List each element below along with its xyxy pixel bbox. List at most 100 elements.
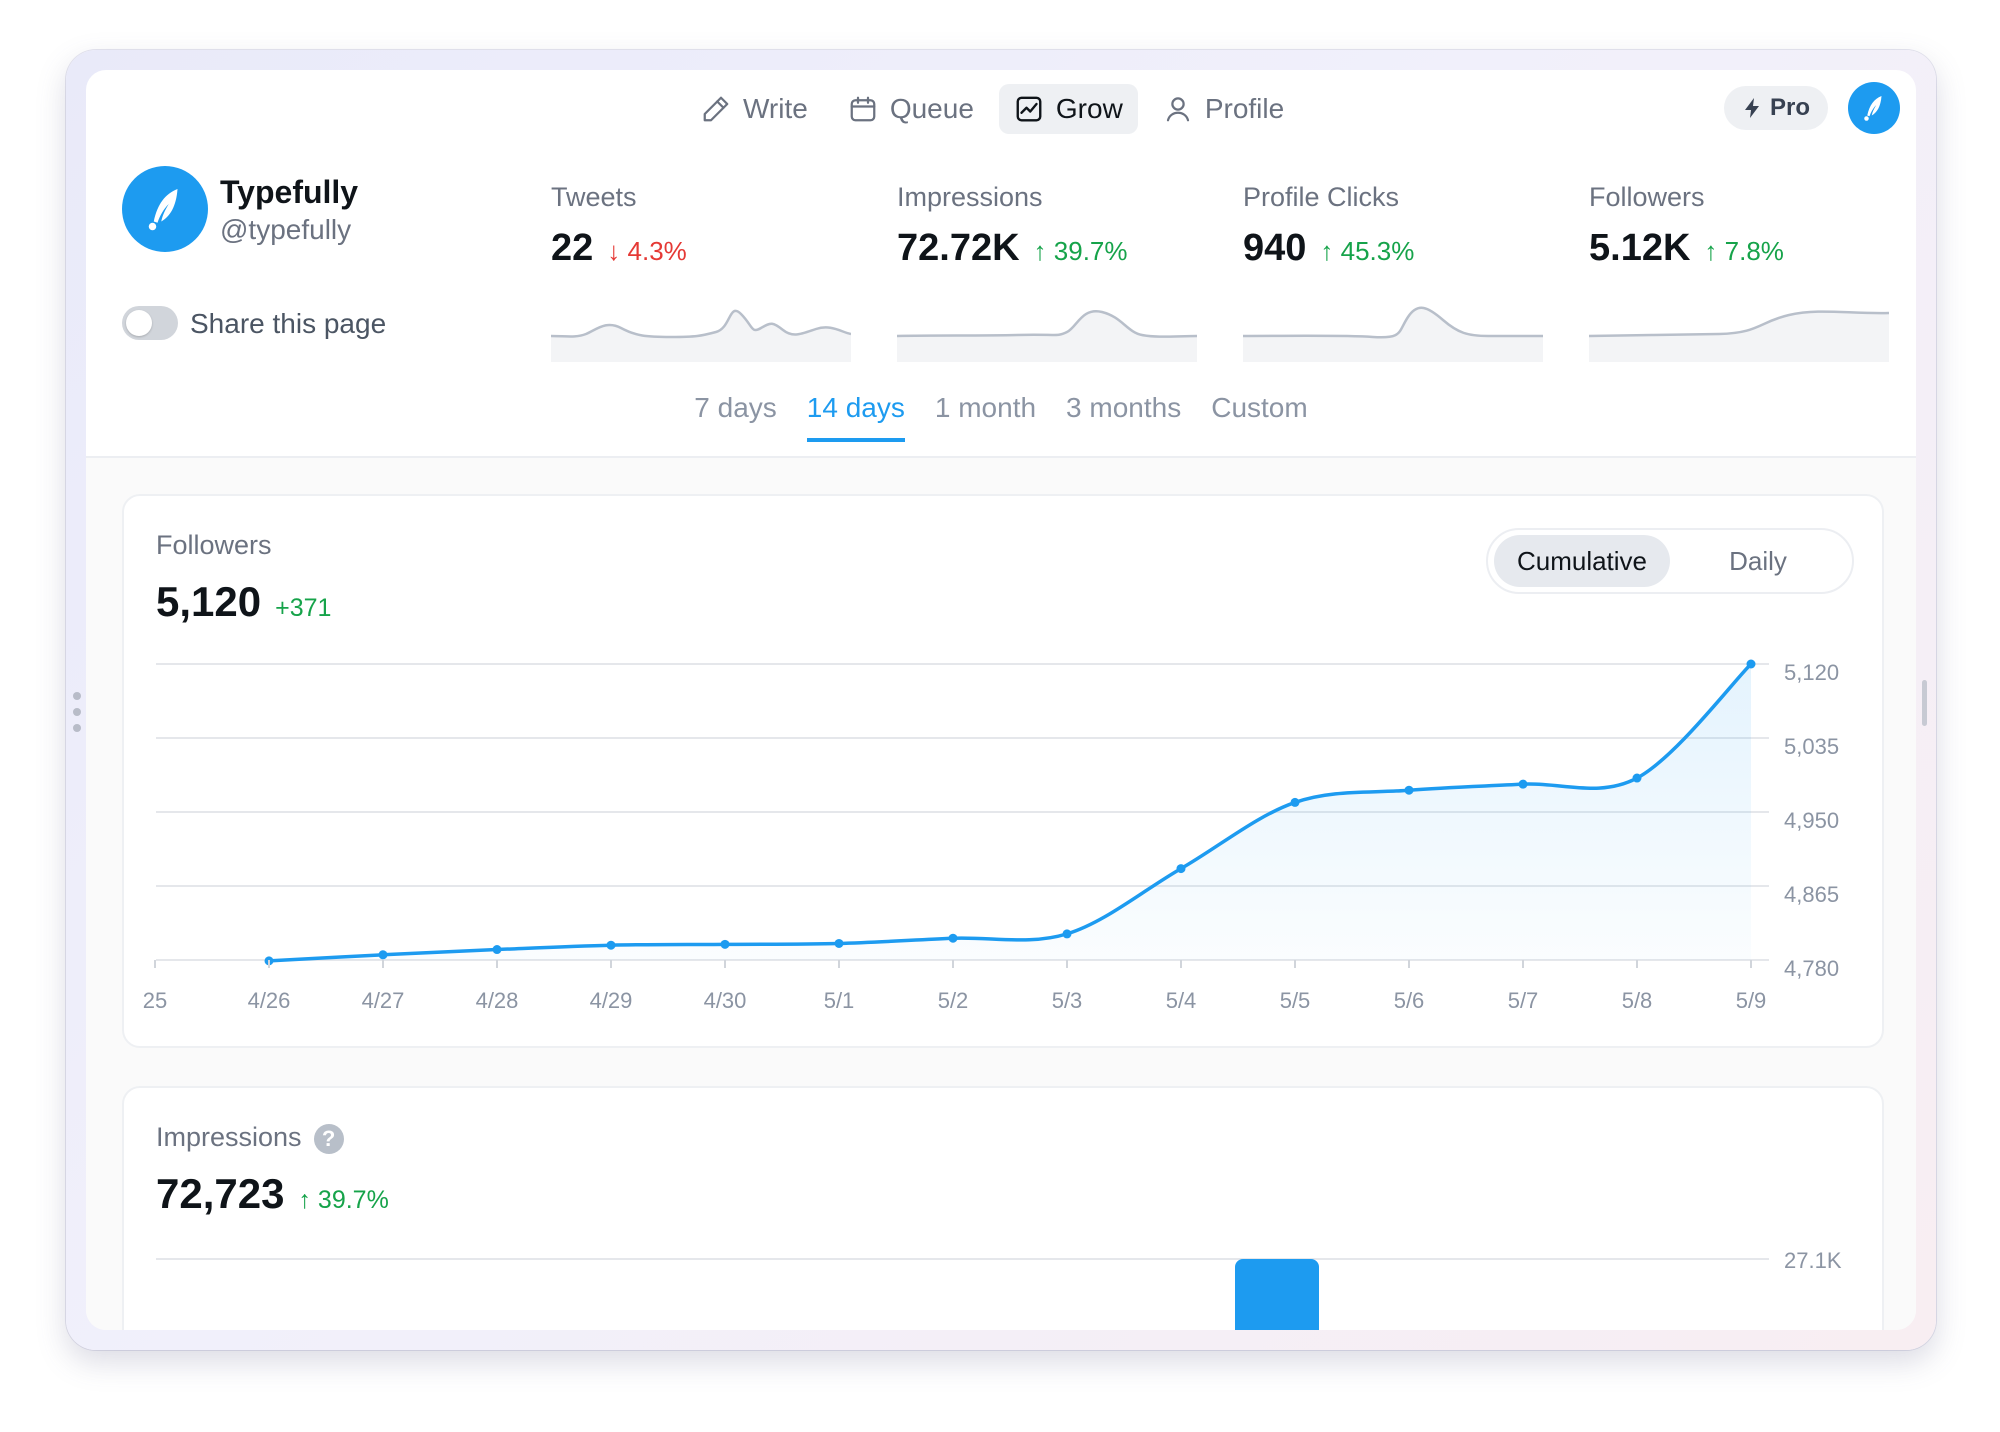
- y-tick-label: 4,950: [1784, 808, 1839, 833]
- nav-write-label: Write: [743, 93, 808, 124]
- tab-custom[interactable]: Custom: [1211, 392, 1308, 423]
- content-area: Followers 5,120 +371 Cumulative Daily 5,…: [86, 458, 1916, 1330]
- stat-label: Impressions: [897, 182, 1043, 212]
- x-tick-label: 4/29: [590, 988, 633, 1013]
- profile-handle: @typefully: [220, 214, 352, 245]
- x-tick-label: 5/4: [1166, 988, 1197, 1013]
- profile-avatar: [122, 166, 208, 252]
- nav-queue-label: Queue: [889, 93, 974, 124]
- range-tabs: 7 days 14 days 1 month 3 months Custom: [86, 392, 1916, 442]
- nav-profile-label: Profile: [1204, 93, 1285, 124]
- stat-change: ↑ 7.8%: [1704, 236, 1784, 266]
- x-tick-label: 4/26: [248, 988, 291, 1013]
- y-tick-label: 4,865: [1784, 882, 1839, 907]
- arrow-up-icon: ↑: [298, 1186, 311, 1214]
- y-tick-label: 27.1K: [1784, 1248, 1842, 1273]
- followers-area: [269, 664, 1751, 961]
- followers-card: Followers 5,120 +371 Cumulative Daily 5,…: [122, 494, 1884, 1048]
- y-tick-label: 5,035: [1784, 734, 1839, 759]
- top-nav: Write Queue Grow Profile Pro: [86, 82, 1916, 140]
- impressions-change: ↑ 39.7%: [298, 1186, 389, 1214]
- tab-3-months[interactable]: 3 months: [1066, 392, 1182, 423]
- data-point: [1176, 864, 1186, 874]
- nav-grow-label: Grow: [1055, 93, 1123, 124]
- nav-tabs: Write Queue Grow Profile: [686, 84, 1299, 134]
- data-point: [834, 938, 844, 948]
- tab-14-days[interactable]: 14 days: [806, 392, 905, 442]
- calendar-icon: [850, 96, 876, 122]
- daily-button[interactable]: Daily: [1729, 545, 1787, 576]
- data-point: [378, 950, 388, 960]
- stat-change: ↓ 4.3%: [607, 236, 687, 266]
- followers-chart: 5,120 5,035 4,950 4,865 4,780 25 4/26 4/27 4/28 4…: [143, 659, 1839, 1013]
- arrow-up-icon: ↑: [1033, 236, 1047, 266]
- stat-change: ↑ 45.3%: [1320, 236, 1415, 266]
- pro-label: Pro: [1769, 94, 1810, 121]
- data-point: [948, 933, 958, 943]
- nav-write[interactable]: Write: [686, 84, 823, 134]
- nav-queue[interactable]: Queue: [833, 84, 989, 134]
- stat-value: 72.72K: [897, 227, 1020, 269]
- profile-name: Typefully: [220, 174, 359, 210]
- stat-impressions: Impressions 72.72K ↑ 39.7%: [897, 182, 1197, 270]
- nav-profile[interactable]: Profile: [1148, 84, 1299, 134]
- data-point: [606, 940, 616, 950]
- data-point: [1062, 929, 1072, 939]
- stat-value: 5.12K: [1589, 227, 1691, 269]
- y-tick-label: 5,120: [1784, 660, 1839, 685]
- nav-grow[interactable]: Grow: [998, 84, 1138, 134]
- arrow-down-icon: ↓: [607, 236, 621, 266]
- data-point: [492, 945, 502, 955]
- sparkline-tweets: [551, 309, 851, 362]
- account-avatar[interactable]: [1848, 82, 1900, 134]
- followers-total: 5,120: [156, 578, 262, 625]
- share-label: Share this page: [190, 308, 387, 339]
- x-tick-label: 25: [143, 988, 167, 1013]
- stat-followers: Followers 5.12K ↑ 7.8%: [1589, 182, 1889, 270]
- x-tick-label: 4/30: [704, 988, 747, 1013]
- impressions-title: Impressions: [156, 1122, 302, 1152]
- stat-change: ↑ 39.7%: [1033, 236, 1128, 266]
- card-value: 72,723 ↑ 39.7%: [156, 1170, 389, 1218]
- data-point: [1404, 785, 1414, 795]
- x-tick-label: 5/5: [1280, 988, 1311, 1013]
- arrow-up-icon: ↑: [1704, 236, 1718, 266]
- stat-label: Tweets: [551, 182, 637, 212]
- stat-label: Followers: [1589, 182, 1705, 212]
- x-tick-label: 5/6: [1394, 988, 1425, 1013]
- data-point: [1632, 773, 1642, 783]
- x-tick-label: 4/27: [362, 988, 405, 1013]
- resize-grip-icon[interactable]: [73, 692, 81, 740]
- share-toggle[interactable]: [122, 306, 178, 340]
- impressions-card: Impressions? 72,723 ↑ 39.7% 27.1K: [122, 1086, 1884, 1330]
- impressions-total: 72,723: [156, 1170, 285, 1217]
- cumulative-button[interactable]: Cumulative: [1494, 535, 1670, 587]
- chart-icon: [1016, 96, 1042, 122]
- tab-1-month[interactable]: 1 month: [934, 392, 1037, 423]
- sparkline-profile-clicks: [1243, 306, 1543, 362]
- data-point: [1290, 797, 1300, 807]
- app-window: Write Queue Grow Profile Pro Typefu: [86, 70, 1916, 1330]
- feather-logo-icon: [148, 189, 178, 231]
- y-tick-label: 4,780: [1784, 956, 1839, 981]
- x-tick-label: 5/7: [1508, 988, 1539, 1013]
- divider: [86, 456, 1916, 458]
- stat-value: 22: [551, 227, 594, 269]
- x-tick-label: 5/8: [1622, 988, 1653, 1013]
- data-point: [1518, 779, 1528, 789]
- stat-profile-clicks: Profile Clicks 940 ↑ 45.3%: [1243, 182, 1543, 270]
- pro-button[interactable]: Pro: [1724, 86, 1828, 130]
- sparkline-followers: [1589, 310, 1889, 362]
- help-icon[interactable]: ?: [313, 1123, 344, 1154]
- stat-value: 940: [1243, 227, 1307, 269]
- lightning-icon: [1744, 98, 1759, 118]
- tab-7-days[interactable]: 7 days: [694, 392, 777, 423]
- scrollbar[interactable]: [1922, 680, 1927, 726]
- chart-mode-toggle: Cumulative Daily: [1486, 528, 1854, 594]
- user-icon: [1166, 97, 1189, 122]
- x-tick-label: 5/2: [938, 988, 969, 1013]
- x-tick-label: 4/28: [476, 988, 519, 1013]
- sparkline-impressions: [897, 309, 1197, 362]
- card-title: Impressions?: [156, 1122, 344, 1154]
- impressions-bar: [1235, 1259, 1319, 1330]
